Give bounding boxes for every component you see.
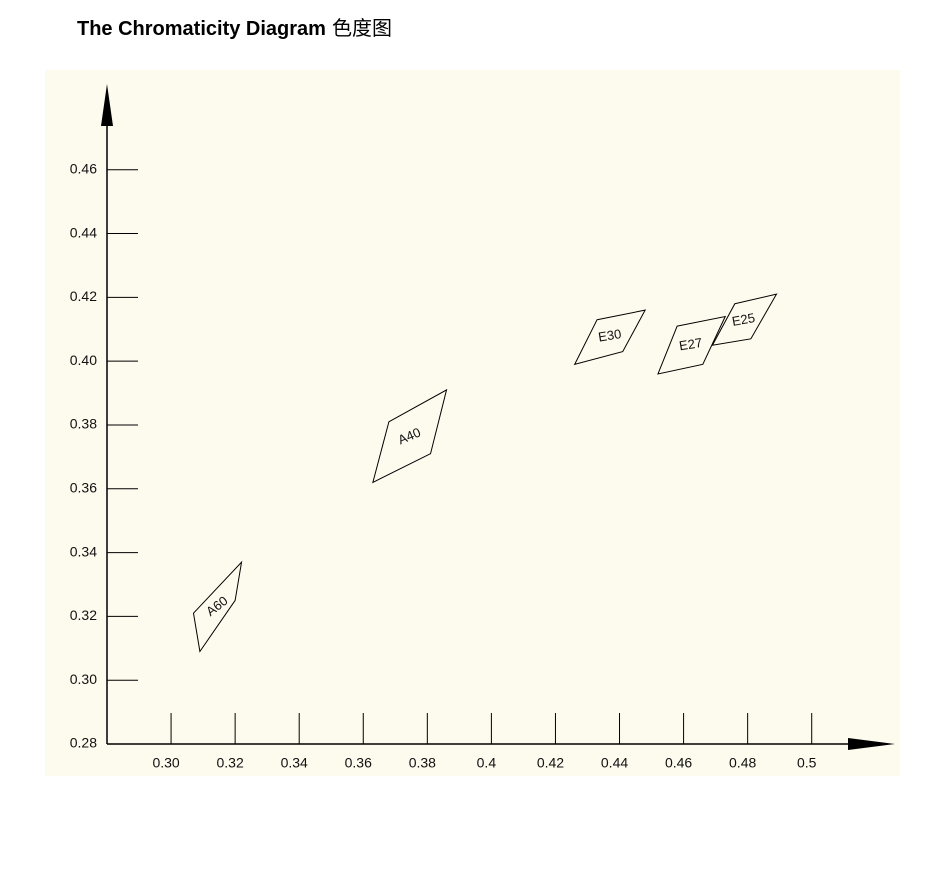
x-tick-label: 0.46 xyxy=(665,755,692,771)
y-tick-label: 0.34 xyxy=(70,543,97,559)
y-tick-label: 0.30 xyxy=(70,671,97,687)
y-tick-label: 0.28 xyxy=(70,735,97,751)
region xyxy=(711,293,778,346)
y-tick-label: 0.42 xyxy=(70,288,97,304)
x-tick-label: 0.4 xyxy=(477,755,497,771)
y-tick-label: 0.38 xyxy=(70,416,97,432)
x-axis-arrow xyxy=(848,738,895,750)
region xyxy=(573,309,647,366)
page: The Chromaticity Diagram 色度图 0.28 0.30 0.32… xyxy=(45,12,900,776)
region-label: E30 xyxy=(597,326,622,344)
region xyxy=(657,315,727,375)
x-tick-label: 0.48 xyxy=(729,755,756,771)
region-label: E27 xyxy=(678,335,703,353)
y-tick-label: 0.32 xyxy=(70,607,97,623)
chart-title: The Chromaticity Diagram xyxy=(77,18,326,40)
region-label: E25 xyxy=(731,310,756,329)
plot-background xyxy=(45,70,900,776)
x-tick-label: 0.32 xyxy=(217,755,244,771)
chart-subtitle: 色度图 xyxy=(331,16,392,40)
x-tick-label: 0.34 xyxy=(281,755,308,771)
y-tick-label: 0.40 xyxy=(70,352,97,368)
x-tick-label: 0.30 xyxy=(152,755,179,771)
x-tick-label: 0.42 xyxy=(537,755,564,771)
x-tick-label: 0.38 xyxy=(409,755,436,771)
y-axis-arrow xyxy=(101,84,113,126)
title-block: The Chromaticity Diagram 色度图 xyxy=(77,12,392,41)
y-tick-label: 0.36 xyxy=(70,479,97,495)
x-tick-label: 0.36 xyxy=(345,755,372,771)
x-tick-label: 0.44 xyxy=(601,755,628,771)
y-tick-label: 0.46 xyxy=(70,160,97,176)
x-tick-label: 0.5 xyxy=(797,755,817,771)
y-tick-label: 0.44 xyxy=(70,224,97,240)
region xyxy=(192,560,243,653)
chart: 0.28 0.30 0.32 0.34 0.36 0.38 0.40 0.42 0.44 0.46… xyxy=(45,70,900,776)
region xyxy=(372,388,448,484)
